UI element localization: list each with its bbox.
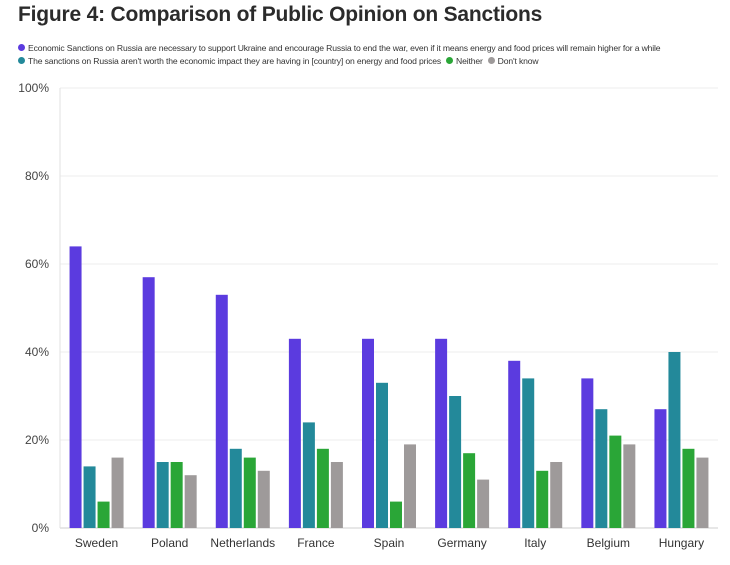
bar[interactable] (536, 470, 549, 528)
bar[interactable] (508, 360, 521, 528)
x-tick-label: Poland (151, 536, 188, 550)
bar[interactable] (376, 382, 388, 528)
legend-swatch (487, 57, 495, 64)
bar[interactable] (83, 466, 96, 528)
x-axis: Sweden Poland Netherlands France Spain German… (75, 536, 704, 550)
bar[interactable] (390, 501, 402, 528)
bar[interactable] (449, 396, 462, 528)
chart-legend: Economic Sanctions on Russia are necessa… (18, 42, 723, 68)
legend-label: Neither (456, 56, 483, 66)
y-tick-label: 0% (32, 521, 50, 535)
bar[interactable] (142, 277, 155, 528)
bar[interactable] (302, 422, 315, 528)
bar[interactable] (435, 338, 448, 528)
bar[interactable] (550, 462, 563, 528)
bar[interactable] (404, 444, 416, 528)
bar[interactable] (696, 457, 709, 528)
x-tick-label: France (297, 536, 335, 550)
legend-item-dont-know[interactable]: Don't know (487, 55, 539, 68)
bar[interactable] (156, 462, 169, 528)
legend-item-neither[interactable]: Neither (446, 55, 483, 68)
bar[interactable] (184, 475, 197, 528)
x-tick-label: Netherlands (210, 536, 275, 550)
gridlines (60, 87, 718, 529)
y-tick-label: 60% (25, 257, 49, 271)
y-axis: 0% 20% 40% 60% 80% 100% (18, 81, 61, 535)
x-tick-label: Belgium (587, 536, 630, 550)
bar[interactable] (654, 409, 667, 528)
y-tick-label: 40% (25, 345, 49, 359)
bar[interactable] (477, 479, 490, 528)
bar[interactable] (595, 409, 608, 528)
bar[interactable] (316, 448, 329, 528)
legend-swatch (446, 57, 454, 64)
bar[interactable] (682, 448, 695, 528)
bar[interactable] (288, 338, 301, 528)
bar[interactable] (581, 378, 594, 528)
legend-label: Economic Sanctions on Russia are necessa… (28, 43, 661, 53)
x-tick-label: Hungary (659, 536, 704, 550)
x-tick-label: Italy (524, 536, 546, 550)
bar[interactable] (522, 378, 535, 528)
legend-label: Don't know (497, 56, 539, 66)
y-tick-label: 100% (18, 81, 49, 95)
x-tick-label: Germany (437, 536, 486, 550)
bar[interactable] (330, 462, 343, 528)
bar[interactable] (362, 338, 374, 528)
legend-item-support-sanctions[interactable]: Economic Sanctions on Russia are necessa… (18, 42, 661, 55)
bar[interactable] (623, 444, 636, 528)
y-tick-label: 20% (25, 433, 49, 447)
bar[interactable] (97, 501, 110, 528)
bar[interactable] (170, 462, 183, 528)
legend-item-oppose-sanctions[interactable]: The sanctions on Russia aren't worth the… (18, 55, 441, 68)
legend-swatch (18, 57, 25, 64)
bar[interactable] (257, 470, 270, 528)
x-tick-label: Spain (374, 536, 405, 550)
bar[interactable] (215, 294, 228, 528)
bar[interactable] (243, 457, 256, 528)
bar[interactable] (463, 453, 476, 528)
y-tick-label: 80% (25, 169, 49, 183)
legend-label: The sanctions on Russia aren't worth the… (28, 56, 442, 66)
x-tick-label: Sweden (75, 536, 118, 550)
bar[interactable] (668, 352, 681, 528)
bar[interactable] (229, 448, 242, 528)
bar[interactable] (111, 457, 124, 528)
chart-title: Figure 4: Comparison of Public Opinion o… (18, 3, 543, 26)
legend-swatch (18, 44, 25, 51)
bar[interactable] (69, 246, 82, 528)
bar[interactable] (609, 435, 622, 528)
bars (69, 246, 709, 528)
